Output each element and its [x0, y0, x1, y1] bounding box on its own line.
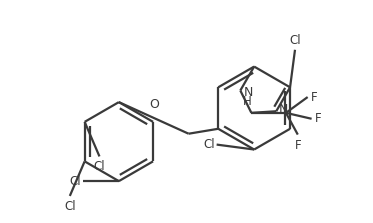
- Text: Cl: Cl: [94, 160, 105, 173]
- Text: F: F: [314, 112, 321, 125]
- Text: H: H: [243, 95, 252, 108]
- Text: Cl: Cl: [203, 138, 214, 151]
- Text: Cl: Cl: [64, 200, 76, 213]
- Text: F: F: [294, 138, 301, 152]
- Text: O: O: [149, 98, 159, 111]
- Text: N: N: [243, 86, 253, 99]
- Text: Cl: Cl: [289, 34, 301, 47]
- Text: F: F: [311, 91, 317, 103]
- Text: N: N: [279, 103, 289, 116]
- Text: Cl: Cl: [70, 175, 81, 188]
